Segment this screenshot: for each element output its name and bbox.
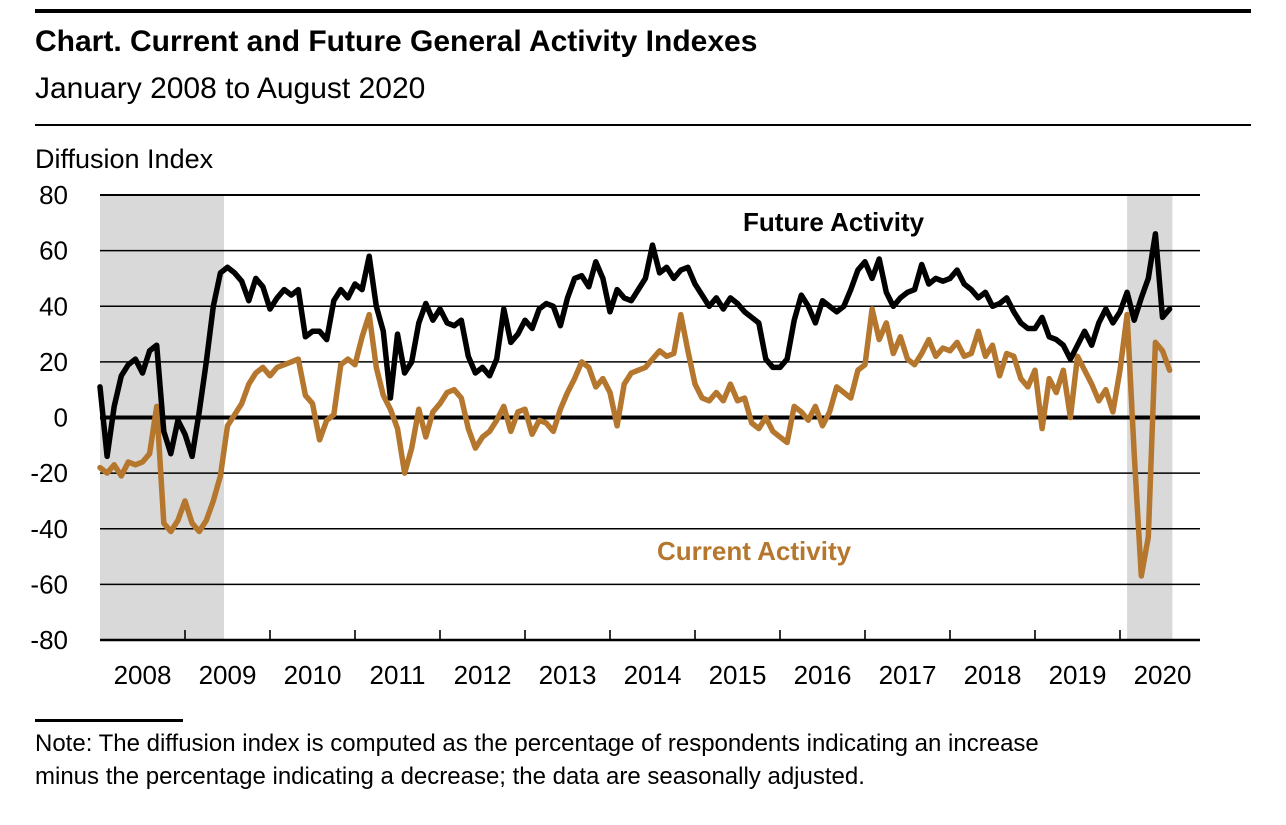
x-axis-year-label: 2018 — [964, 660, 1022, 690]
y-axis-tick-label: 40 — [39, 291, 68, 321]
chart-title: Chart. Current and Future General Activi… — [35, 25, 758, 58]
y-axis-tick-label: -40 — [30, 514, 68, 544]
x-axis-year-label: 2014 — [624, 660, 682, 690]
x-axis-year-label: 2020 — [1134, 660, 1192, 690]
x-axis-year-label: 2019 — [1049, 660, 1107, 690]
y-axis-tick-label: 60 — [39, 236, 68, 266]
x-axis-year-label: 2013 — [539, 660, 597, 690]
y-axis-tick-label: -20 — [30, 458, 68, 488]
x-axis-year-label: 2015 — [709, 660, 767, 690]
current-activity-series-label: Current Activity — [657, 536, 852, 566]
y-axis-tick-label: -80 — [30, 625, 68, 655]
note-divider — [35, 719, 183, 722]
x-axis-year-label: 2012 — [454, 660, 512, 690]
y-axis-tick-label: -60 — [30, 569, 68, 599]
y-axis-tick-label: 80 — [39, 180, 68, 210]
y-axis-tick-label: 0 — [54, 403, 68, 433]
future-activity-line — [97, 231, 1173, 460]
note-text-line1: Note: The diffusion index is computed as… — [35, 730, 1039, 757]
current-activity-line — [97, 306, 1173, 579]
x-axis-year-label: 2011 — [370, 660, 426, 690]
x-axis-year-label: 2017 — [879, 660, 937, 690]
y-axis-tick-label: 20 — [39, 347, 68, 377]
x-axis-year-label: 2009 — [199, 660, 257, 690]
header-divider — [35, 124, 1251, 126]
x-axis-year-label: 2008 — [114, 660, 172, 690]
chart-subtitle: January 2008 to August 2020 — [35, 72, 426, 105]
y-axis-title: Diffusion Index — [35, 144, 214, 174]
x-axis-year-label: 2010 — [284, 660, 342, 690]
top-rule — [35, 9, 1251, 13]
note-text-line2: minus the percentage indicating a decrea… — [35, 763, 865, 790]
x-axis-year-label: 2016 — [794, 660, 852, 690]
future-activity-series-label: Future Activity — [743, 207, 925, 237]
